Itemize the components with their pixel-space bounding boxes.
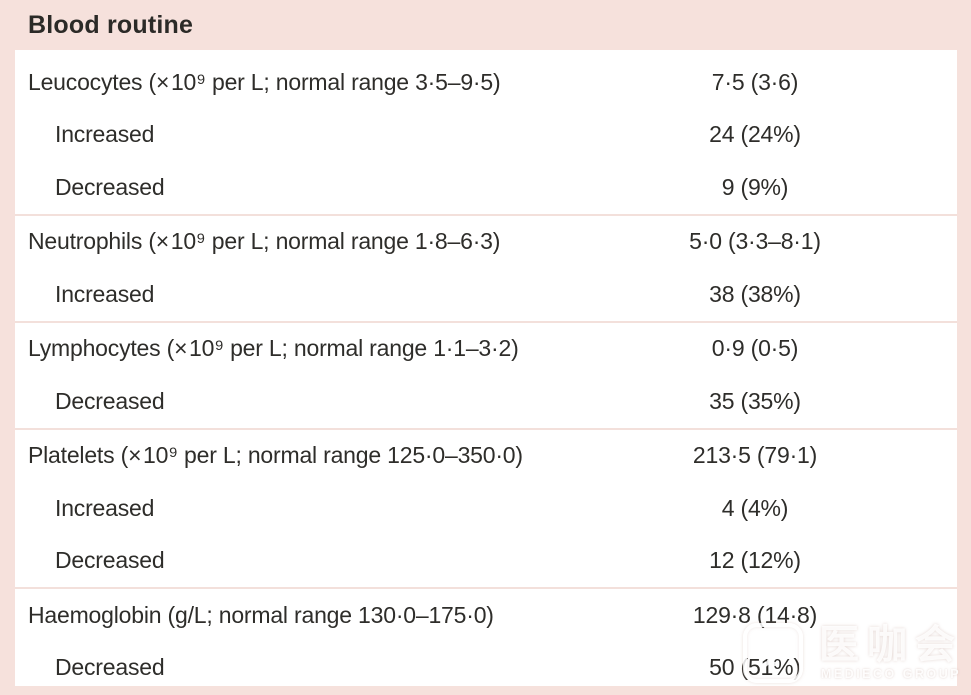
row-label: Leucocytes (× 10⁹ per L; normal range 3·…: [28, 68, 501, 95]
row-value: 35 (35%): [709, 387, 801, 414]
row-label: Decreased: [55, 547, 165, 574]
row-label: Lymphocytes (× 10⁹ per L; normal range 1…: [28, 335, 519, 362]
table-row: Lymphocytes (× 10⁹ per L; normal range 1…: [15, 320, 957, 376]
row-label: Decreased: [55, 173, 165, 200]
table-row: Leucocytes (× 10⁹ per L; normal range 3·…: [15, 56, 957, 109]
row-value: 24 (24%): [709, 121, 801, 148]
table-row: Haemoglobin (g/L; normal range 130·0–175…: [15, 587, 957, 642]
row-label: Haemoglobin (g/L; normal range 130·0–175…: [28, 601, 494, 628]
table-row: Decreased 12 (12%): [15, 535, 957, 588]
table-row: Platelets (× 10⁹ per L; normal range 125…: [15, 427, 957, 483]
row-label: Neutrophils (× 10⁹ per L; normal range 1…: [28, 228, 501, 255]
row-value: 38 (38%): [709, 280, 801, 307]
row-value: 12 (12%): [709, 547, 801, 574]
row-value: 5·0 (3·3–8·1): [689, 228, 821, 255]
row-value: 129·8 (14·8): [692, 601, 818, 628]
table-row: Decreased 50 (51%): [15, 642, 957, 695]
row-label: Platelets (× 10⁹ per L; normal range 125…: [28, 442, 523, 469]
row-value: 213·5 (79·1): [692, 442, 818, 469]
table-row: Increased 24 (24%): [15, 109, 957, 162]
table-section-title: Blood routine: [28, 10, 194, 39]
table-body: Leucocytes (× 10⁹ per L; normal range 3·…: [15, 50, 957, 686]
table-row: Decreased 35 (35%): [15, 375, 957, 428]
table-section-header: Blood routine: [0, 0, 971, 50]
row-value: 7·5 (3·6): [711, 68, 799, 95]
row-value: 0·9 (0·5): [711, 335, 799, 362]
row-value: 9 (9%): [721, 173, 789, 200]
row-label: Increased: [55, 121, 155, 148]
row-value: 50 (51%): [709, 654, 801, 681]
table-row: Neutrophils (× 10⁹ per L; normal range 1…: [15, 213, 957, 269]
row-label: Decreased: [55, 387, 165, 414]
table-row: Decreased 9 (9%): [15, 161, 957, 214]
table-row: Increased 4 (4%): [15, 482, 957, 535]
table-row: Increased 38 (38%): [15, 268, 957, 321]
row-value: 4 (4%): [721, 494, 789, 521]
row-label: Decreased: [55, 654, 165, 681]
row-label: Increased: [55, 280, 155, 307]
row-label: Increased: [55, 494, 155, 521]
